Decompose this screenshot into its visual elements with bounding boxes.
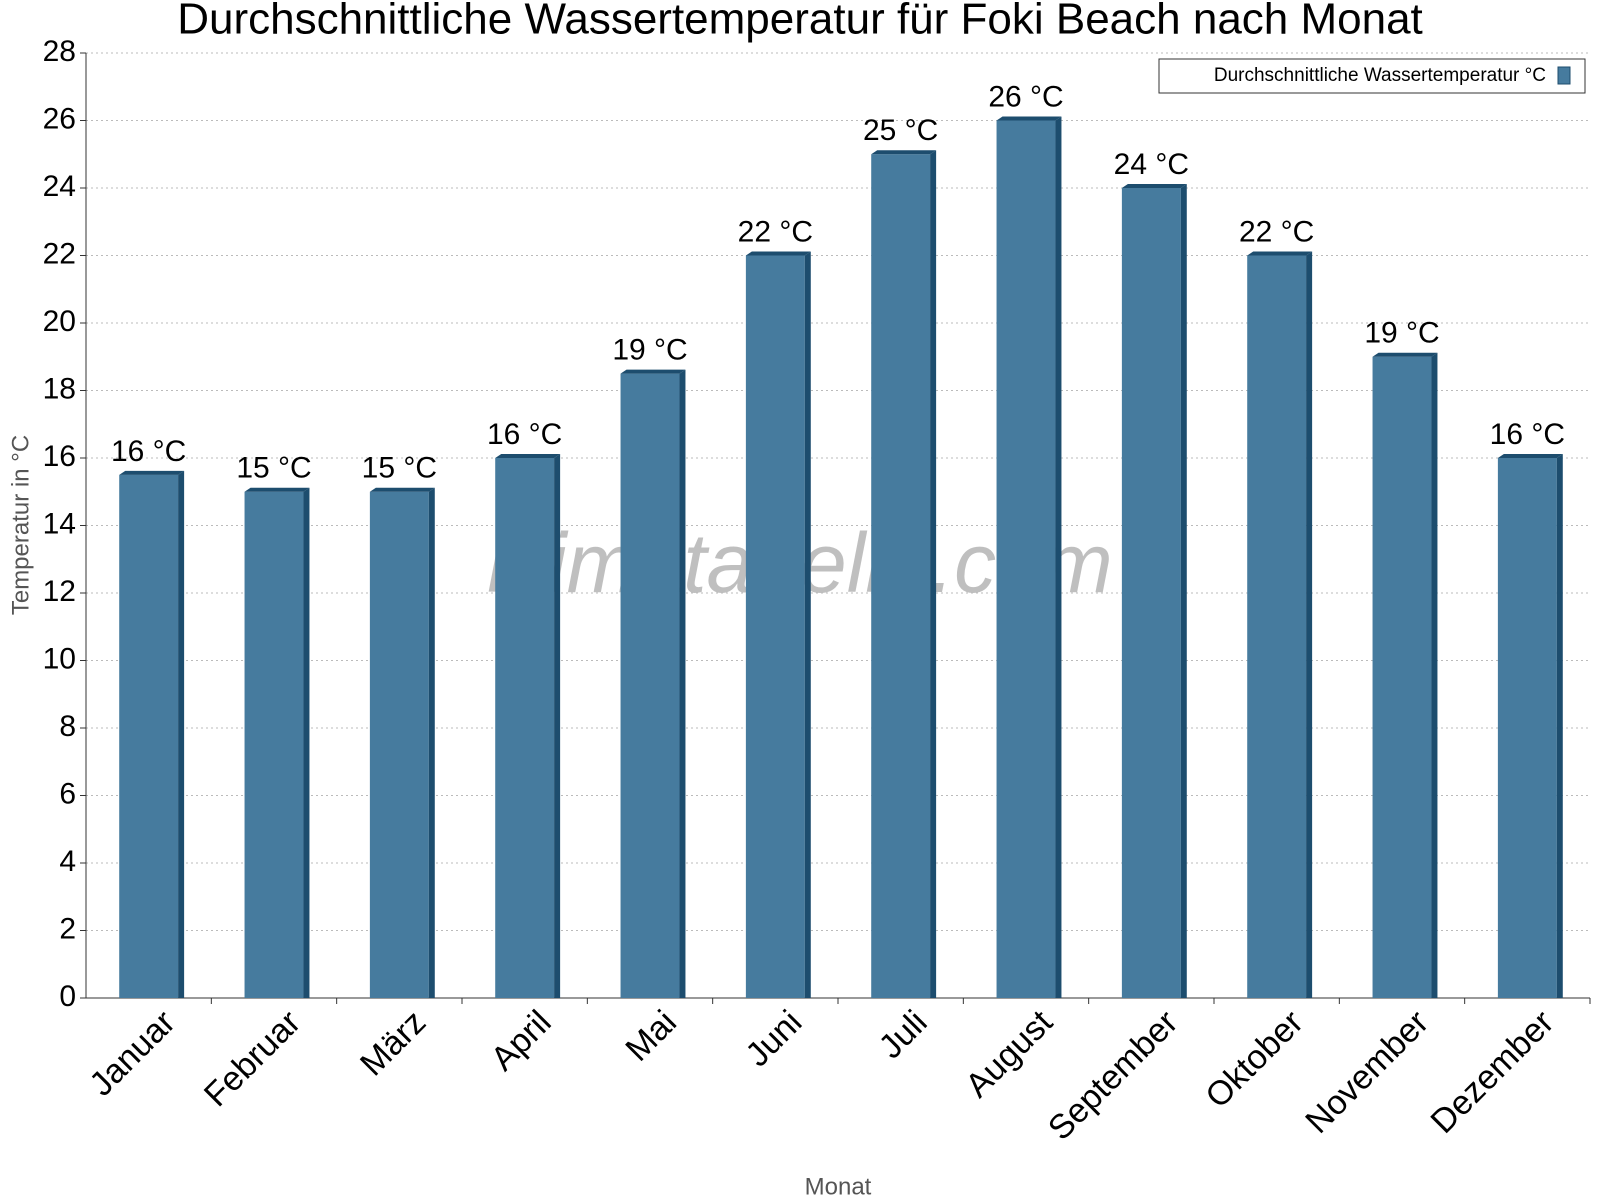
bar — [119, 474, 179, 998]
legend-swatch — [1557, 66, 1571, 85]
x-tick-label: Juni — [738, 1003, 809, 1074]
value-label: 19 °C — [1364, 317, 1439, 350]
y-tick-label: 6 — [59, 777, 76, 810]
bar-side — [1055, 116, 1062, 998]
legend-label: Durchschnittliche Wassertemperatur °C — [1214, 65, 1546, 86]
y-tick-label: 10 — [43, 642, 76, 675]
value-label: 16 °C — [1490, 418, 1565, 451]
x-tick-label: August — [958, 1003, 1060, 1105]
x-tick-label: November — [1298, 1003, 1436, 1141]
x-tick-label: Oktober — [1198, 1003, 1310, 1115]
bar — [244, 491, 304, 998]
bar — [871, 154, 931, 998]
x-tick-label: Dezember — [1424, 1003, 1562, 1141]
bar-top — [369, 487, 435, 492]
y-tick-label: 14 — [43, 507, 76, 540]
chart-title: Durchschnittliche Wassertemperatur für F… — [177, 0, 1423, 44]
bar-side — [1431, 352, 1438, 998]
bar-top — [1247, 251, 1313, 256]
bar-top — [996, 116, 1062, 121]
x-tick-label: Mai — [618, 1003, 684, 1069]
value-label: 22 °C — [738, 215, 813, 248]
bar-top — [1497, 454, 1563, 458]
bar-side — [554, 454, 561, 998]
y-tick-label: 8 — [59, 710, 76, 743]
value-label: 26 °C — [988, 80, 1063, 113]
y-tick-label: 0 — [59, 980, 76, 1013]
bar — [620, 373, 680, 998]
y-tick-label: 4 — [59, 845, 76, 878]
x-tick-label: April — [484, 1003, 559, 1078]
bar-side — [178, 470, 185, 998]
bar-side — [804, 251, 811, 998]
bar-top — [495, 454, 561, 458]
y-tick-label: 2 — [59, 912, 76, 945]
y-tick-label: 20 — [43, 305, 76, 338]
value-label: 24 °C — [1114, 148, 1189, 181]
value-label: 22 °C — [1239, 215, 1314, 248]
bar-side — [1556, 454, 1563, 998]
bar — [996, 120, 1056, 998]
bar-side — [679, 369, 686, 998]
y-tick-label: 26 — [43, 102, 76, 135]
y-tick-label: 18 — [43, 372, 76, 405]
bar-top — [620, 369, 686, 374]
y-tick-label: 28 — [43, 35, 76, 68]
y-tick-label: 16 — [43, 440, 76, 473]
y-tick-label: 24 — [43, 170, 76, 203]
bar — [1497, 458, 1557, 998]
bar — [1247, 255, 1307, 998]
bar-top — [745, 251, 811, 256]
bar-side — [1306, 251, 1313, 998]
bar-top — [871, 150, 937, 155]
bar-top — [119, 470, 185, 475]
bar — [1372, 356, 1432, 998]
bar-top — [1121, 184, 1187, 188]
bar-side — [930, 150, 937, 998]
bar-side — [428, 487, 435, 998]
value-label: 16 °C — [111, 435, 186, 468]
x-tick-label: September — [1041, 1003, 1185, 1147]
value-label: 15 °C — [362, 452, 437, 485]
x-tick-label: Februar — [197, 1003, 308, 1114]
bar — [369, 491, 429, 998]
legend-box — [1158, 58, 1586, 94]
bar-top — [244, 487, 310, 492]
y-tick-label: 12 — [43, 575, 76, 608]
y-tick-label: 22 — [43, 237, 76, 270]
y-axis-title: Temperatur in °C — [7, 435, 34, 615]
bar — [745, 255, 805, 998]
bar-side — [303, 487, 310, 998]
x-axis-title: Monat — [805, 1173, 872, 1200]
value-label: 16 °C — [487, 418, 562, 451]
value-label: 15 °C — [236, 452, 311, 485]
value-label: 25 °C — [863, 114, 938, 147]
bar-top — [1372, 352, 1438, 357]
value-label: 19 °C — [612, 334, 687, 367]
x-tick-label: Januar — [82, 1003, 182, 1103]
bar — [1121, 188, 1181, 998]
bar-side — [1180, 184, 1187, 998]
x-tick-label: März — [353, 1003, 433, 1083]
bar — [495, 458, 555, 998]
x-tick-label: Juli — [872, 1003, 935, 1066]
